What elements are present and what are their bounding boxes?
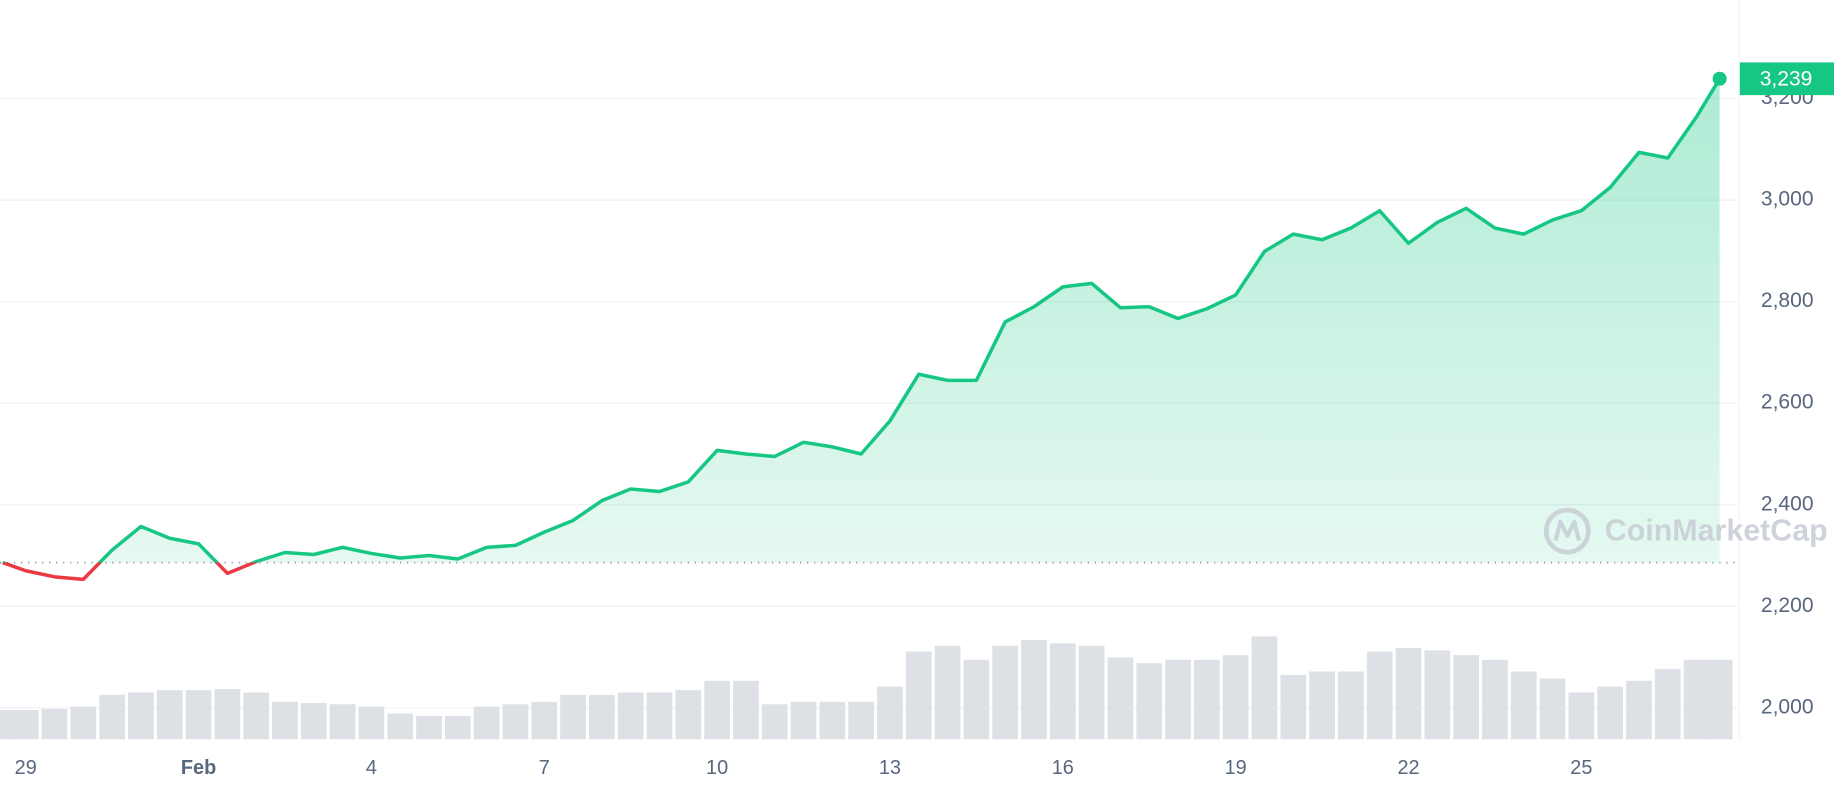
y-tick-label: 2,200 xyxy=(1761,594,1814,617)
volume-bar xyxy=(963,659,990,740)
volume-bar xyxy=(185,690,212,740)
volume-bar xyxy=(70,706,97,740)
volume-bar xyxy=(646,692,673,740)
volume-bar xyxy=(416,715,442,740)
volume-bar xyxy=(329,704,356,740)
volume-bar xyxy=(1626,680,1652,740)
volume-bar xyxy=(877,686,903,740)
volume-bar xyxy=(1078,645,1105,740)
x-tick-label: 7 xyxy=(539,757,550,779)
volume-bar xyxy=(473,706,500,740)
volume-bar xyxy=(1165,659,1191,740)
volume-bar xyxy=(1654,669,1681,740)
volume-bar xyxy=(99,694,125,740)
volume-bar xyxy=(156,690,183,740)
volume-bar xyxy=(1136,663,1163,740)
volume-bar xyxy=(617,692,644,740)
x-tick-label: 13 xyxy=(879,757,901,779)
volume-bar xyxy=(1193,659,1220,740)
watermark: CoinMarketCap xyxy=(1543,507,1828,555)
volume-bar xyxy=(1453,655,1479,740)
volume-bar xyxy=(1309,671,1335,740)
volume-bar xyxy=(1049,643,1076,740)
x-tick-label: Feb xyxy=(181,757,216,779)
volume-bar xyxy=(1568,692,1595,740)
volume-bar xyxy=(1597,686,1624,740)
volume-bar xyxy=(41,708,68,740)
volume-bar xyxy=(1280,674,1307,740)
y-tick-label: 2,000 xyxy=(1761,695,1814,718)
volume-bar xyxy=(848,701,875,740)
volume-bar xyxy=(934,645,961,740)
volume-bar xyxy=(790,701,817,740)
volume-bar xyxy=(992,645,1019,740)
volume-bar xyxy=(1424,650,1451,740)
volume-bar xyxy=(502,704,529,740)
volume-bar xyxy=(589,694,615,740)
y-tick-label: 2,600 xyxy=(1761,391,1814,414)
price-area xyxy=(2,78,1720,563)
volume-bars xyxy=(0,636,1733,740)
x-tick-label: 10 xyxy=(706,757,728,779)
volume-bar xyxy=(1510,671,1537,740)
last-price-dot xyxy=(1712,71,1727,86)
watermark-text: CoinMarketCap xyxy=(1605,513,1828,547)
volume-bar xyxy=(128,692,154,740)
volume-bar xyxy=(1482,659,1508,740)
volume-bar xyxy=(358,706,385,740)
volume-bar xyxy=(704,680,730,740)
volume-bar xyxy=(214,688,241,740)
volume-bar xyxy=(300,703,327,740)
x-tick-label: 22 xyxy=(1397,757,1419,779)
volume-bar xyxy=(1222,655,1249,740)
volume-bar xyxy=(272,701,298,740)
volume-bar xyxy=(905,651,932,740)
volume-bar xyxy=(1366,651,1393,740)
volume-bar xyxy=(733,680,759,740)
volume-bar xyxy=(387,713,414,740)
volume-bar xyxy=(1338,671,1364,740)
last-price-tag xyxy=(1739,62,1834,96)
volume-bar xyxy=(560,694,586,740)
volume-bar xyxy=(1251,636,1278,740)
volume-bar xyxy=(531,701,558,740)
x-tick-label: 4 xyxy=(366,757,377,779)
volume-bar xyxy=(819,701,846,740)
volume-bar xyxy=(675,690,702,740)
price-line xyxy=(2,77,1722,582)
x-tick-label: 25 xyxy=(1570,757,1592,779)
x-tick-label: 16 xyxy=(1052,757,1074,779)
volume-bar xyxy=(1539,678,1566,740)
volume-bar xyxy=(0,710,16,740)
y-tick-label: 3,000 xyxy=(1761,188,1814,211)
volume-bar xyxy=(444,715,471,740)
volume-bar xyxy=(761,704,788,740)
volume-bar xyxy=(1706,659,1733,740)
volume-bar xyxy=(243,692,270,740)
x-tick-label: 29 xyxy=(15,757,37,779)
x-tick-label: 19 xyxy=(1225,757,1247,779)
volume-bar xyxy=(1107,657,1134,740)
volume-bar xyxy=(12,710,39,740)
volume-bar xyxy=(1021,639,1047,740)
last-price-label: 3,239 xyxy=(1760,68,1813,91)
y-tick-label: 2,400 xyxy=(1761,492,1814,515)
y-tick-label: 2,800 xyxy=(1761,289,1814,312)
volume-bar xyxy=(1395,648,1422,740)
volume-bar xyxy=(1683,659,1710,740)
